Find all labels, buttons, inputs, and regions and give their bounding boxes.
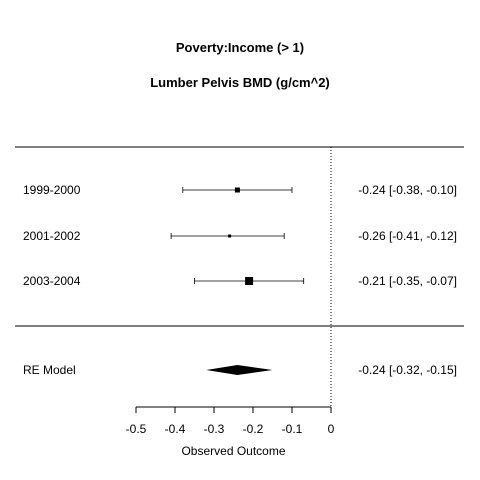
x-tick-label: -0.1 bbox=[282, 422, 303, 436]
study-annotation: -0.21 [-0.35, -0.07] bbox=[358, 274, 457, 288]
point-estimate bbox=[245, 277, 254, 285]
summary-annotation: -0.24 [-0.32, -0.15] bbox=[358, 363, 457, 377]
study-label: 2003-2004 bbox=[23, 274, 81, 288]
study-label: 1999-2000 bbox=[23, 183, 81, 197]
point-estimate bbox=[228, 234, 232, 238]
chart-title: Poverty:Income (> 1) bbox=[175, 40, 305, 55]
point-estimate bbox=[234, 187, 240, 193]
x-tick-label: -0.2 bbox=[243, 422, 264, 436]
summary-label: RE Model bbox=[23, 363, 76, 377]
x-tick-label: -0.5 bbox=[126, 422, 147, 436]
study-label: 2001-2002 bbox=[23, 229, 81, 243]
chart-subtitle: Lumber Pelvis BMD (g/cm^2) bbox=[150, 75, 330, 90]
x-tick-label: -0.3 bbox=[204, 422, 225, 436]
x-tick-label: 0 bbox=[328, 422, 335, 436]
x-tick-label: -0.4 bbox=[165, 422, 186, 436]
study-annotation: -0.24 [-0.38, -0.10] bbox=[358, 183, 457, 197]
study-annotation: -0.26 [-0.41, -0.12] bbox=[358, 229, 457, 243]
summary-diamond bbox=[206, 365, 273, 375]
x-axis-label: Observed Outcome bbox=[181, 444, 285, 458]
